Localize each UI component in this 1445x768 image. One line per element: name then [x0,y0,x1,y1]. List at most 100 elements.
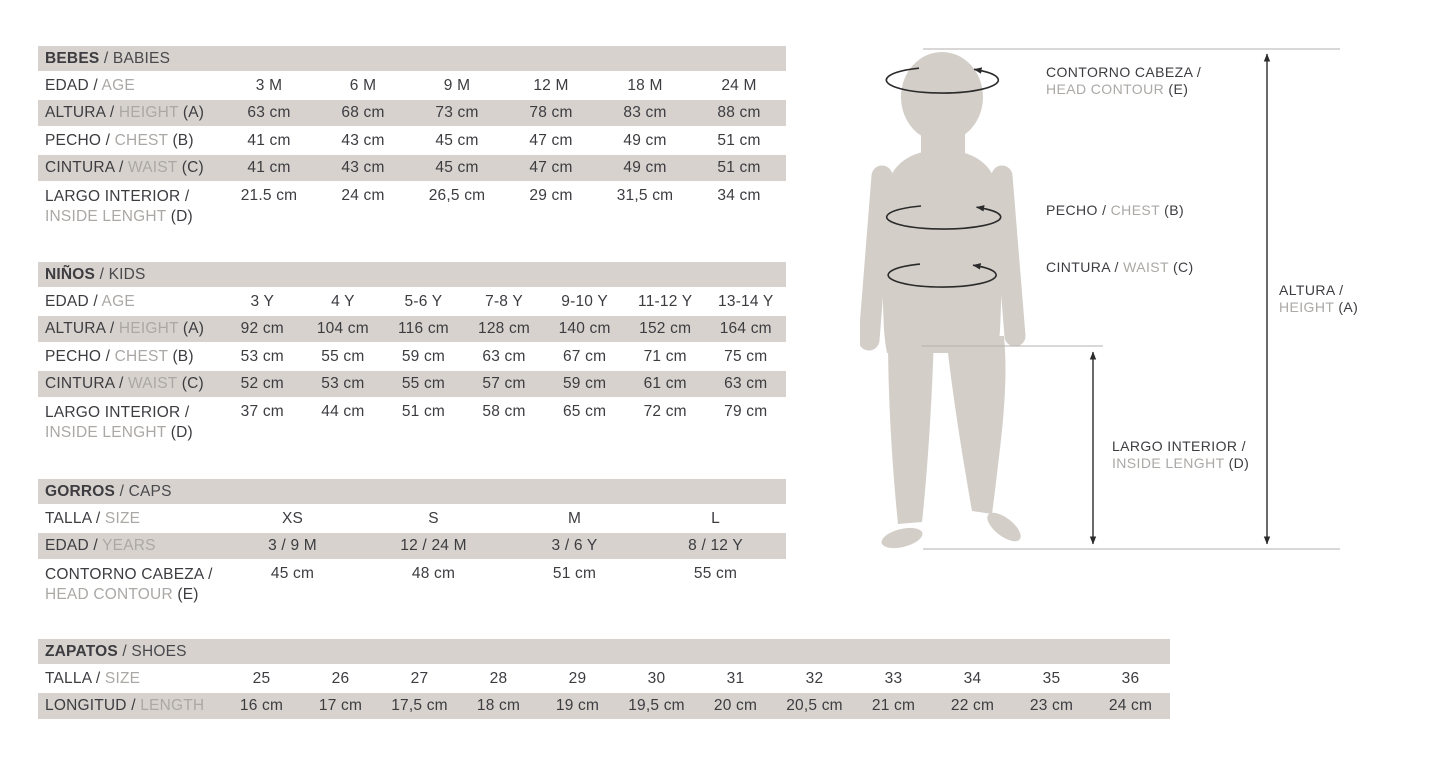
value-cell: 51 cm [717,131,761,149]
value-cell: 12 M [533,76,569,94]
value-cell: 71 cm [643,347,687,365]
row-label: CINTURA / WAIST (C) [38,158,222,178]
value-cell: 32 [805,669,824,687]
value-cell: 29 [568,669,587,687]
row-label-en: SIZE [104,669,141,687]
value-cell: 35 [1042,669,1061,687]
row-label-es: EDAD / [45,76,98,94]
kids-size-table: NIÑOS / KIDS EDAD / AGE 3 Y 4 Y 5-6 Y 7-8 Y 9-… [38,262,786,447]
value-cell: 34 cm [717,187,761,204]
value-cell: 3 / 6 Y [551,537,598,554]
value-cell: 26,5 cm [428,187,486,204]
value-cell: 9 M [443,76,471,94]
babies-section-header: BEBES / BABIES [38,46,786,71]
row-label-es: TALLA / [45,669,101,687]
row-label: CONTORNO CABEZA / HEAD CONTOUR (E) [38,560,222,605]
caps-section-header: GORROS / CAPS [38,479,786,504]
value-cell: 72 cm [643,403,687,420]
row-label: EDAD / YEARS [38,536,222,556]
row-label-es: PECHO / [45,347,111,365]
value-cell: 34 [963,669,982,687]
row-label-es: LONGITUD / [45,697,136,714]
value-cell: 13-14 Y [718,292,774,310]
row-label-suffix: (B) [172,131,194,149]
value-cell: 104 cm [316,320,369,337]
caps-size-table: GORROS / CAPS TALLA / SIZE XS S M L EDAD / YEA… [38,479,786,609]
value-cell: 92 cm [240,320,284,337]
value-cell: 65 cm [562,403,607,420]
measurement-figure: CONTORNO CABEZA / HEAD CONTOUR (E) PECHO… [860,40,1445,585]
row-label: EDAD / AGE [38,76,222,96]
height-label: ALTURA / HEIGHT (A) [1279,282,1359,315]
row-label: LARGO INTERIOR / INSIDE LENGHT (D) [38,182,222,227]
row-label-es: PECHO / [45,131,111,149]
value-cell: 53 cm [240,347,284,365]
row-label-suffix: (C) [181,159,204,176]
value-cell: 45 cm [435,131,479,149]
table-row: CONTORNO CABEZA / HEAD CONTOUR (E) 45 cm 48… [38,560,786,609]
row-label-suffix: (A) [182,104,205,121]
shoes-section-header: ZAPATOS / SHOES [38,639,1170,664]
section-title-es: BEBES [45,49,100,67]
value-cell: 140 cm [558,320,611,337]
value-cell: 75 cm [724,347,768,365]
child-silhouette-diagram [860,48,1340,550]
value-cell: 88 cm [717,104,761,121]
section-title-es: GORROS [45,482,116,500]
value-cell: 73 cm [435,104,479,121]
head-contour-label: CONTORNO CABEZA / HEAD CONTOUR (E) [1046,64,1202,97]
value-cell: 48 cm [411,565,456,582]
value-cell: 37 cm [240,403,284,420]
value-cell: 29 cm [529,187,573,204]
row-label: LONGITUD / LENGTH [38,696,222,716]
value-cell: 3 M [255,76,283,94]
value-cell: 43 cm [341,131,385,149]
value-cell: 68 cm [341,104,385,121]
value-cell: M [567,509,582,527]
row-label-en: YEARS [102,537,156,554]
value-cell: 61 cm [643,375,687,392]
table-row: CINTURA / WAIST (C) 41 cm 43 cm 45 cm 47 cm 4… [38,155,786,181]
row-label-suffix: (B) [172,347,194,365]
value-cell: 27 [410,669,429,687]
value-cell: 9-10 Y [561,292,608,310]
value-cell: 23 cm [1029,697,1074,714]
value-cell: 24 cm [1108,697,1153,714]
value-cell: 21.5 cm [240,187,298,204]
value-cell: 47 cm [529,131,573,149]
value-cell: 25 [252,669,271,687]
value-cell: 58 cm [482,403,526,420]
value-cell: 16 cm [239,697,284,714]
chest-circumference-arc [885,205,1002,230]
shoes-size-table: ZAPATOS / SHOES TALLA / SIZE 25 26 27 28 29 30 3… [38,639,1170,720]
value-cell: 20 cm [713,697,758,714]
row-label-es: EDAD / [45,292,98,310]
row-label-en: WAIST [127,159,178,176]
value-cell: 4 Y [331,292,355,310]
value-cell: 43 cm [341,159,385,176]
value-cell: 51 cm [717,159,761,176]
value-cell: 63 cm [482,347,526,365]
waist-label: CINTURA / WAIST (C) [1046,259,1194,275]
table-row: PECHO / CHEST (B) 41 cm 43 cm 45 cm 47 cm 49 … [38,127,786,154]
value-cell: 33 [884,669,903,687]
value-cell: 17,5 cm [391,697,448,714]
row-label-en: HEAD CONTOUR [45,586,173,603]
row-label-line1: LARGO INTERIOR / [45,188,190,205]
table-row: TALLA / SIZE 25 26 27 28 29 30 31 32 33 34 35 36 [38,665,1170,692]
value-cell: 55 cm [693,565,738,582]
table-row: EDAD / AGE 3 M 6 M 9 M 12 M 18 M 24 M [38,72,786,99]
row-label: PECHO / CHEST (B) [38,131,222,151]
value-cell: 36 [1121,669,1140,687]
value-cell: 51 cm [401,403,446,420]
section-title-es: ZAPATOS [45,642,118,660]
table-row: LARGO INTERIOR / INSIDE LENGHT (D) 21.5 cm… [38,182,786,231]
value-cell: 47 cm [529,159,573,176]
value-cell: 41 cm [247,159,291,176]
value-cell: 11-12 Y [638,292,693,310]
value-cell: 44 cm [321,403,365,420]
child-silhouette-icon [860,52,1026,549]
row-label-es: EDAD / [45,537,98,554]
value-cell: 49 cm [623,131,667,149]
